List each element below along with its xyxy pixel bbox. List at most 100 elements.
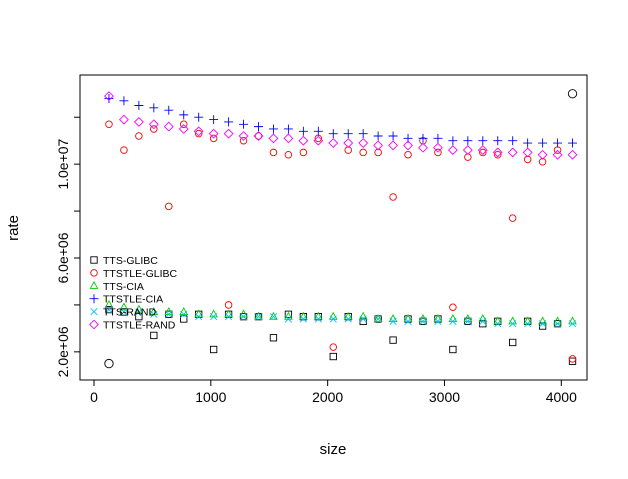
data-point bbox=[418, 133, 428, 143]
y-axis: 2.0e+06 6.0e+06 1.0e+07 bbox=[55, 116, 81, 377]
data-point bbox=[388, 131, 398, 141]
data-point bbox=[135, 313, 143, 321]
data-point bbox=[508, 136, 518, 146]
data-point bbox=[462, 145, 473, 156]
data-point bbox=[374, 315, 382, 323]
data-point bbox=[509, 320, 517, 328]
data-point bbox=[479, 317, 487, 325]
data-point bbox=[359, 315, 367, 323]
data-point bbox=[449, 303, 457, 312]
data-point bbox=[284, 315, 293, 323]
data-point bbox=[552, 149, 563, 160]
data-point bbox=[434, 148, 442, 157]
data-point bbox=[180, 315, 188, 323]
data-point bbox=[359, 317, 367, 325]
data-point bbox=[344, 315, 352, 323]
x-tick-label: 0 bbox=[90, 389, 98, 405]
data-point bbox=[477, 145, 488, 156]
data-point bbox=[299, 315, 307, 323]
y-axis-label: rate bbox=[5, 215, 22, 241]
data-point bbox=[104, 358, 114, 369]
data-point bbox=[239, 136, 248, 145]
data-point bbox=[493, 151, 502, 159]
data-point bbox=[298, 135, 309, 146]
data-point bbox=[553, 138, 563, 148]
data-point bbox=[210, 313, 218, 321]
data-point bbox=[209, 345, 218, 354]
data-point bbox=[479, 320, 487, 328]
data-point bbox=[105, 305, 113, 314]
data-point bbox=[104, 299, 114, 308]
series-ttstle-cia bbox=[104, 93, 578, 148]
data-point bbox=[328, 138, 339, 148]
data-point bbox=[254, 132, 263, 140]
data-point bbox=[179, 120, 188, 129]
x-axis-label: size bbox=[320, 441, 347, 458]
data-point bbox=[269, 148, 278, 157]
data-point bbox=[118, 114, 129, 125]
data-point bbox=[149, 103, 159, 113]
data-point bbox=[195, 313, 203, 321]
data-point bbox=[165, 202, 173, 211]
data-point bbox=[120, 308, 128, 316]
data-point bbox=[343, 129, 353, 139]
data-point bbox=[329, 315, 337, 323]
data-point bbox=[522, 147, 533, 158]
data-point bbox=[568, 138, 578, 148]
data-point bbox=[209, 134, 218, 143]
data-point bbox=[538, 320, 547, 328]
data-point bbox=[120, 308, 128, 316]
x-tick-label: 4000 bbox=[546, 389, 577, 405]
legend-label: TTSTLE-RAND bbox=[103, 320, 176, 332]
data-point bbox=[478, 136, 488, 146]
data-point bbox=[120, 146, 128, 154]
data-point bbox=[284, 310, 293, 318]
data-point bbox=[404, 151, 412, 159]
data-point bbox=[508, 214, 517, 222]
data-point bbox=[388, 140, 399, 151]
data-point bbox=[119, 302, 129, 311]
data-point bbox=[104, 91, 114, 102]
data-point bbox=[164, 105, 174, 115]
data-point bbox=[449, 345, 457, 354]
data-point bbox=[269, 313, 278, 321]
legend-marker bbox=[90, 307, 98, 316]
data-point bbox=[448, 136, 458, 146]
legend-label: TTS-CIA bbox=[103, 281, 144, 293]
data-point bbox=[193, 126, 204, 137]
data-point bbox=[419, 317, 427, 325]
data-point bbox=[208, 128, 219, 139]
data-point bbox=[358, 129, 368, 139]
data-point bbox=[150, 310, 158, 318]
data-points bbox=[104, 89, 578, 369]
data-point bbox=[373, 131, 383, 141]
data-point bbox=[538, 322, 547, 330]
data-point bbox=[418, 142, 428, 153]
data-point bbox=[254, 311, 263, 320]
legend-marker bbox=[90, 256, 98, 264]
data-point bbox=[224, 313, 233, 321]
x-tick-label: 1000 bbox=[195, 389, 226, 405]
data-point bbox=[404, 317, 412, 325]
data-point bbox=[313, 135, 324, 146]
data-point bbox=[403, 140, 413, 151]
legend-label: TTS-GLIBC bbox=[103, 255, 158, 267]
data-point bbox=[447, 145, 458, 156]
series-tts-rand bbox=[105, 305, 577, 328]
data-point bbox=[329, 343, 338, 351]
data-point bbox=[523, 138, 533, 148]
data-point bbox=[463, 136, 473, 146]
data-point bbox=[567, 89, 578, 99]
data-point bbox=[239, 119, 249, 129]
data-point bbox=[165, 310, 173, 318]
data-point bbox=[119, 96, 129, 106]
data-point bbox=[492, 147, 503, 158]
data-point bbox=[358, 138, 369, 148]
data-point bbox=[268, 124, 278, 134]
data-point bbox=[209, 115, 219, 125]
data-point bbox=[509, 338, 517, 347]
data-point bbox=[314, 315, 322, 323]
data-point bbox=[479, 148, 487, 157]
legend-marker bbox=[90, 269, 98, 277]
